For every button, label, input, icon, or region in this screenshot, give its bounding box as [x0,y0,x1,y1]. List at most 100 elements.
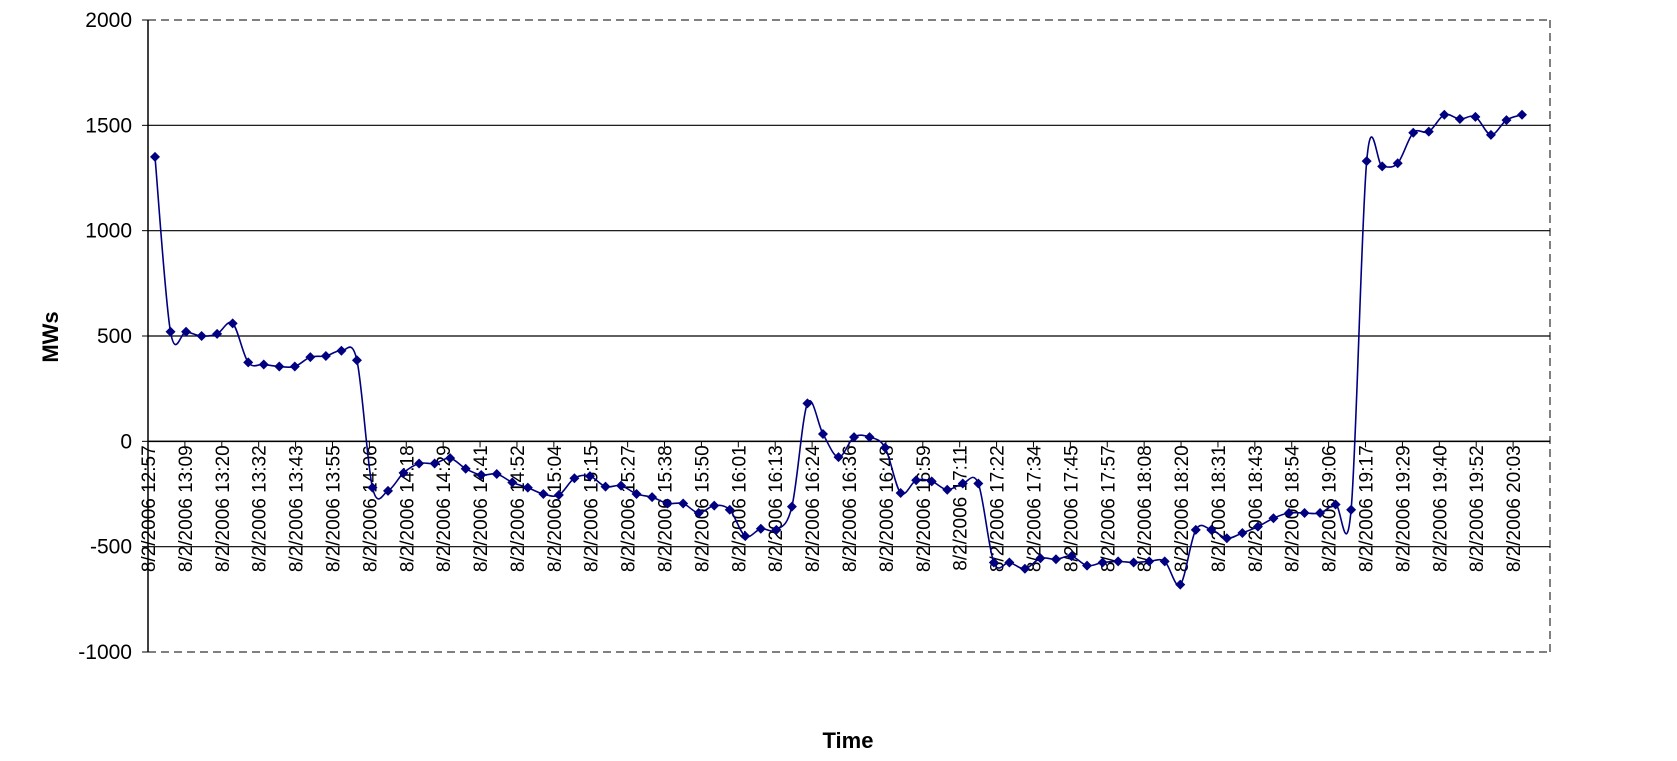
data-point [973,478,984,489]
x-tick-label: 8/2/2006 13:55 [323,445,344,572]
y-axis-title: MWs [38,311,63,362]
data-point [1283,507,1294,518]
data-point [802,398,813,409]
data-point [1221,533,1232,544]
data-point [398,467,409,478]
x-tick-label: 8/2/2006 16:59 [914,445,935,572]
y-tick-label: 1500 [85,114,132,137]
data-point [1004,557,1015,568]
data-point [942,484,953,495]
data-point [864,432,875,443]
data-point [833,452,844,463]
x-tick-label: 8/2/2006 19:17 [1357,445,1378,572]
data-point [709,500,720,511]
data-point [1144,556,1155,567]
data-point [740,531,751,542]
data-point [367,482,378,493]
x-axis-title: Time [823,728,874,753]
x-tick-label: 8/2/2006 16:48 [877,445,898,572]
x-tick-label: 8/2/2006 18:20 [1172,445,1193,572]
x-tick-label: 8/2/2006 18:54 [1283,445,1304,572]
series-markers [150,109,1527,590]
data-point [1035,553,1046,564]
data-point [289,361,300,372]
x-tick-label: 8/2/2006 20:03 [1504,445,1525,572]
data-point [1408,127,1419,138]
data-point [584,471,595,482]
data-point [988,557,999,568]
x-tick-label: 8/2/2006 17:57 [1098,445,1119,572]
y-tick-label: -1000 [78,641,132,664]
x-tick-label: 8/2/2006 15:15 [582,445,603,572]
data-point [895,487,906,498]
data-point [227,318,238,329]
x-tick-label: 8/2/2006 17:11 [951,445,972,570]
data-point [957,478,968,489]
data-point [212,328,223,339]
data-point [631,489,642,499]
data-point [1252,521,1263,532]
x-tick-label: 8/2/2006 13:20 [213,445,234,572]
data-point [771,524,782,535]
data-point [553,490,564,501]
data-point [383,485,394,496]
data-point [305,352,316,363]
data-point [1082,560,1093,571]
x-tick-label: 8/2/2006 15:50 [692,445,713,572]
data-point [755,523,766,534]
data-point [1501,115,1512,126]
data-point [429,458,440,469]
data-point [414,458,425,469]
data-point [320,351,331,362]
data-point [1050,554,1061,565]
data-point [1470,111,1481,122]
data-point [476,470,487,481]
x-tick-label: 8/2/2006 13:09 [176,445,197,572]
data-point [724,504,735,515]
x-tick-label: 8/2/2006 14:41 [471,445,492,572]
data-point [165,326,176,337]
data-point [678,498,689,509]
axes [142,19,1551,653]
data-point [336,345,347,356]
data-point [491,468,502,479]
data-point [1315,507,1326,518]
x-tick-label: 8/2/2006 17:34 [1024,445,1045,572]
y-tick-label: 2000 [85,9,132,32]
data-point [849,432,860,443]
data-point [1299,507,1310,518]
data-point [1128,557,1139,568]
y-axis-tick-labels: -1000 -500 0 500 1000 1500 2000 [78,9,132,664]
data-point [1159,556,1170,567]
data-point [569,473,580,484]
data-point [1066,551,1077,562]
x-tick-label: 8/2/2006 13:43 [287,445,308,572]
data-point [1190,524,1201,535]
data-point [1439,109,1450,120]
data-point [1268,513,1279,524]
data-point [1377,161,1388,172]
x-tick-label: 8/2/2006 17:22 [988,445,1009,572]
data-point [1330,499,1341,510]
x-axis-tick-labels: 8/2/2006 12:57 8/2/2006 13:09 8/2/2006 13:… [139,445,1525,572]
x-tick-label: 8/2/2006 18:43 [1246,445,1267,572]
x-tick-label: 8/2/2006 13:32 [250,445,271,572]
x-tick-label: 8/2/2006 16:36 [840,445,861,572]
data-point [1361,156,1372,167]
data-point [1097,557,1108,568]
data-point [1019,563,1030,574]
x-tick-label: 8/2/2006 18:08 [1135,445,1156,572]
x-tick-label: 8/2/2006 16:13 [766,445,787,572]
x-tick-label: 8/2/2006 14:52 [508,445,529,572]
data-point [258,359,269,370]
x-tick-label: 8/2/2006 19:40 [1430,445,1451,572]
data-point [538,489,549,499]
data-point [351,355,362,366]
x-tick-label: 8/2/2006 12:57 [139,445,160,572]
y-tick-label: 0 [120,430,132,453]
data-point [693,507,704,518]
x-tick-label: 8/2/2006 14:18 [397,445,418,572]
x-tick-label: 8/2/2006 14:06 [360,445,381,572]
data-point [522,482,533,493]
